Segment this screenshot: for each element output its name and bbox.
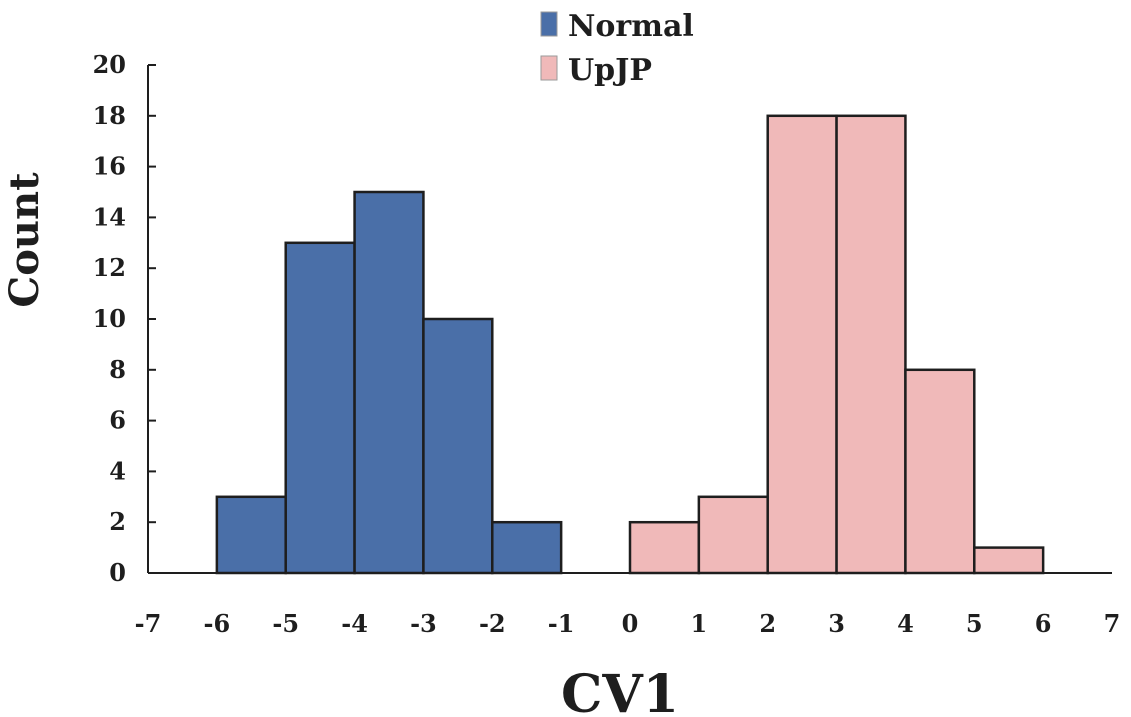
y-tick-label: 14 [93, 202, 126, 231]
x-tick-label: 6 [1035, 609, 1052, 638]
bar-normal-3 [422, 317, 494, 575]
x-tick-label: 4 [897, 609, 914, 638]
bars-layer [215, 114, 1045, 575]
x-tick-label: 1 [691, 609, 708, 638]
y-tick-label: 10 [93, 304, 126, 333]
x-tick-label: -4 [341, 609, 368, 638]
legend-swatch-upjp [540, 55, 558, 81]
bar-normal-1 [284, 241, 356, 575]
legend-label-upjp: UpJP [568, 53, 652, 88]
bar-upjp-2 [766, 114, 838, 575]
legend-swatch-normal [540, 11, 558, 37]
y-tick-label: 4 [109, 456, 126, 485]
x-tick-label: -7 [135, 609, 162, 638]
x-tick-label: -3 [410, 609, 437, 638]
legend: Normal UpJP [540, 9, 694, 88]
y-tick-label: 12 [93, 253, 126, 282]
x-tick-label: 3 [828, 609, 845, 638]
x-tick-label: 5 [966, 609, 983, 638]
bar-normal-4 [491, 520, 563, 575]
bar-upjp-0 [628, 520, 701, 575]
y-tick-label: 6 [109, 406, 126, 435]
y-tick-label: 16 [93, 152, 126, 181]
bar-upjp-4 [904, 368, 976, 575]
y-tick-label: 18 [93, 101, 126, 130]
y-tick-label: 0 [109, 558, 126, 587]
y-tick-label: 8 [109, 355, 126, 384]
bar-upjp-3 [835, 114, 907, 575]
legend-label-normal: Normal [568, 9, 694, 44]
bar-normal-0 [215, 495, 287, 575]
bar-upjp-1 [697, 495, 769, 575]
x-axis-title: CV1 [561, 664, 679, 717]
y-tick-label: 20 [93, 50, 126, 79]
x-tick-label: 7 [1104, 609, 1121, 638]
bar-normal-2 [353, 190, 425, 575]
y-axis-ticks: 0 2 4 6 8 10 12 14 16 18 20 [93, 50, 156, 587]
bar-upjp-5 [973, 546, 1045, 575]
x-tick-label: -6 [204, 609, 231, 638]
x-tick-label: 0 [622, 609, 639, 638]
x-tick-label: -5 [272, 609, 299, 638]
y-axis-title: Count [1, 172, 48, 308]
x-tick-label: 2 [759, 609, 776, 638]
x-tick-label: -2 [479, 609, 506, 638]
x-axis-ticks: -7 -6 -5 -4 -3 -2 -1 0 1 2 3 4 5 6 7 [135, 609, 1121, 638]
x-tick-label: -1 [548, 609, 575, 638]
y-tick-label: 2 [109, 507, 126, 536]
